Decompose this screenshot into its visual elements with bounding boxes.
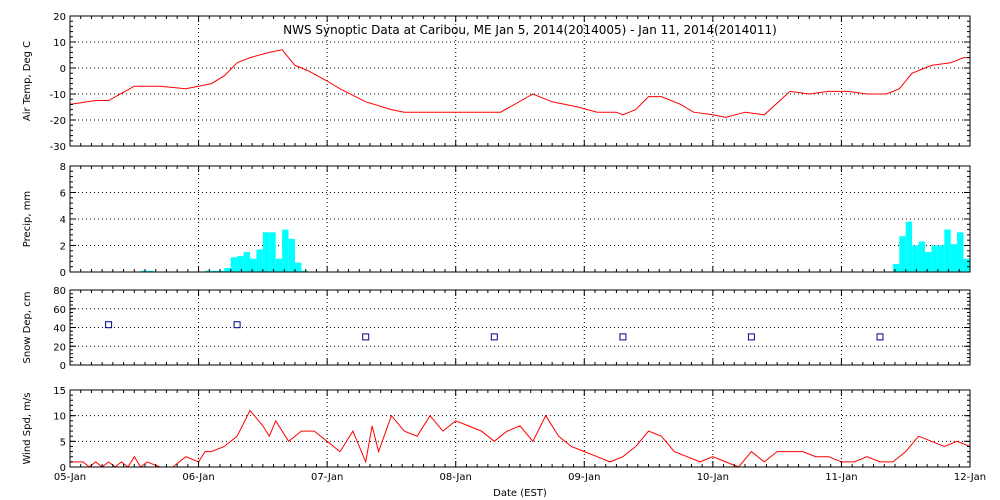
precip-bar	[295, 262, 302, 272]
y-axis-label: Wind Spd, m/s	[22, 392, 33, 464]
precip-bar	[905, 221, 913, 272]
y-axis-label: Snow Dep, cm	[22, 292, 33, 364]
panel-precip: 0 2 4 6 8 Precip, mm	[22, 162, 971, 279]
chart-title: NWS Synoptic Data at Caribou, ME Jan 5, …	[283, 23, 777, 37]
y-tick-label: 4	[60, 215, 66, 226]
y-tick-label: 0	[60, 64, 66, 75]
precip-bar	[262, 232, 270, 273]
snow-depth-point	[747, 333, 755, 341]
y-tick-label: -20	[50, 116, 66, 127]
snow-depth-point	[490, 333, 498, 341]
snow-depth-point	[619, 333, 627, 341]
precip-bar	[237, 256, 244, 272]
snow-depth-point	[233, 321, 241, 329]
y-tick-label: -30	[50, 142, 66, 153]
precip-bar	[912, 245, 919, 272]
precip-bar	[950, 244, 958, 272]
precip-bar	[288, 238, 295, 272]
y-tick-label: 0	[60, 463, 66, 474]
x-tick-label: 05-Jan	[54, 472, 86, 483]
y-tick-label: 20	[53, 342, 66, 353]
x-tick-label: 10-Jan	[697, 472, 729, 483]
y-axis-label: Air Temp, Deg C	[22, 41, 33, 121]
panel-wind-speed: 0 5 10 15 Wind Spd, m/s 05-Jan 06-Jan 07-Jan 08-…	[22, 386, 986, 483]
precip-bar	[301, 270, 308, 272]
precip-bar	[925, 252, 932, 272]
precip-bar	[224, 268, 231, 272]
precip-bar	[147, 270, 154, 272]
panels-group: -30 -20 -10 0 10 20 Air Temp, Deg C 0 2 4 6 8 Precip…	[22, 12, 986, 483]
x-axis-label: Date (EST)	[493, 488, 547, 499]
snow-depth-point	[362, 333, 370, 341]
precip-bar	[205, 270, 212, 272]
precip-bar	[230, 257, 238, 272]
x-tick-label: 07-Jan	[311, 472, 343, 483]
precip-bar	[250, 258, 257, 273]
y-tick-label: 0	[60, 361, 66, 372]
y-axis-label: Precip, mm	[22, 191, 33, 247]
y-tick-label: 10	[53, 38, 66, 49]
panel-snow-depth: 0 20 40 60 80 Snow Dep, cm	[22, 286, 971, 372]
y-tick-label: 2	[60, 242, 66, 253]
snow-depth-point	[105, 321, 113, 329]
precip-bar	[957, 232, 964, 273]
y-tick-label: 40	[53, 324, 66, 335]
y-tick-label: 0	[60, 268, 66, 279]
x-tick-label: 06-Jan	[182, 472, 214, 483]
precip-bar	[937, 245, 945, 272]
y-tick-label: 10	[53, 412, 66, 423]
precip-bar	[269, 232, 276, 273]
snow-depth-point	[876, 333, 884, 341]
panel-air-temp: -30 -20 -10 0 10 20 Air Temp, Deg C	[22, 12, 971, 153]
y-tick-label: 60	[53, 305, 66, 316]
precip-bar	[140, 270, 148, 272]
y-tick-label: 8	[60, 162, 66, 173]
y-tick-label: 15	[53, 386, 66, 397]
precip-bar	[217, 270, 225, 272]
series-line-wind-speed	[70, 409, 971, 468]
y-tick-label: 20	[53, 12, 66, 23]
precip-bar	[256, 249, 263, 272]
precip-bar	[931, 245, 938, 272]
y-tick-label: 6	[60, 189, 66, 200]
precip-bar	[918, 241, 925, 272]
y-tick-label: -10	[50, 90, 66, 101]
precip-bar	[243, 252, 250, 272]
precip-bar	[963, 258, 970, 273]
x-tick-label: 08-Jan	[440, 472, 472, 483]
y-tick-label: 80	[53, 286, 66, 297]
precip-bar	[282, 229, 289, 272]
x-tick-label: 09-Jan	[568, 472, 600, 483]
precip-bar	[899, 236, 906, 272]
y-tick-label: 5	[60, 437, 66, 448]
panel-frame	[69, 389, 971, 468]
x-tick-label: 12-Jan	[954, 472, 986, 483]
precip-bar	[211, 270, 218, 272]
x-tick-label: 11-Jan	[825, 472, 857, 483]
precip-bar	[275, 258, 283, 273]
series-line-air-temp	[69, 49, 970, 118]
precip-bar	[944, 229, 951, 272]
precip-bar	[892, 264, 900, 272]
